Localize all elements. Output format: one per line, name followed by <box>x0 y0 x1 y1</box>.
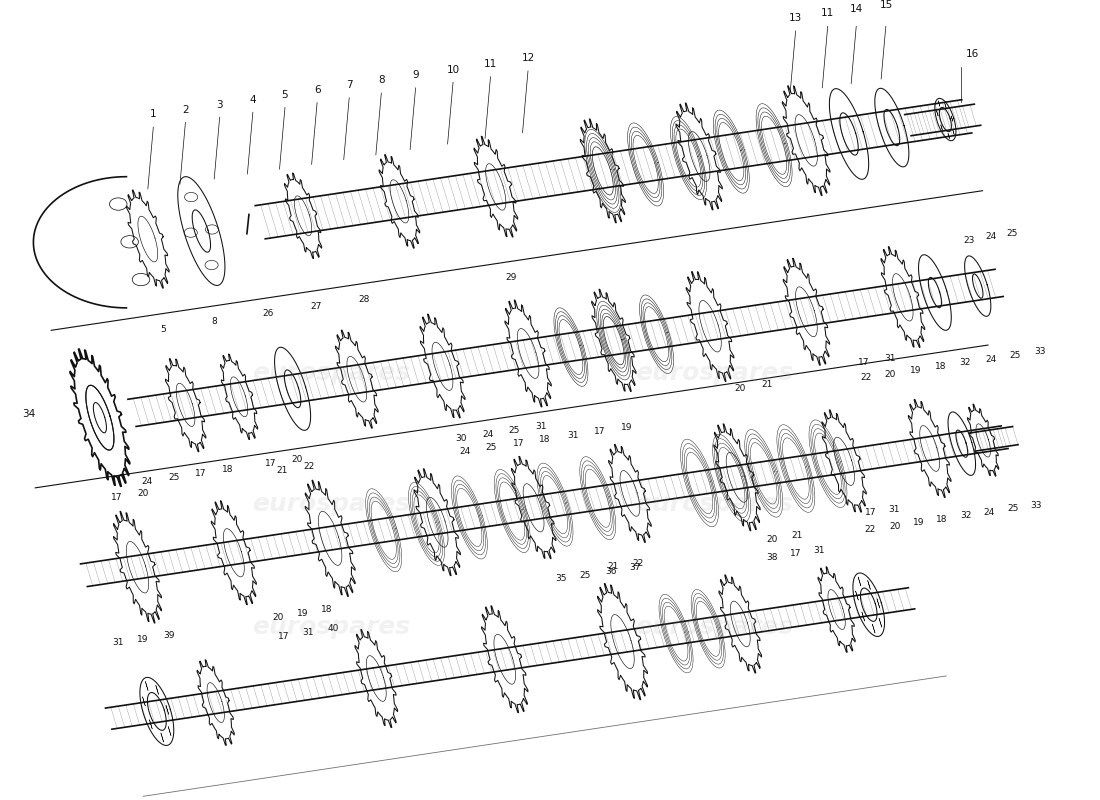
Text: 33: 33 <box>1031 501 1042 510</box>
Text: 22: 22 <box>302 462 315 471</box>
Text: 21: 21 <box>276 466 287 475</box>
Text: eurospares: eurospares <box>635 361 793 385</box>
Text: 30: 30 <box>455 434 466 443</box>
Text: 31: 31 <box>889 505 900 514</box>
Text: 24: 24 <box>983 508 994 517</box>
Text: 14: 14 <box>850 4 864 14</box>
Text: 17: 17 <box>865 508 877 517</box>
Text: 25: 25 <box>580 570 591 579</box>
Text: 20: 20 <box>767 534 778 544</box>
Text: 33: 33 <box>1034 347 1046 356</box>
Text: 8: 8 <box>211 317 217 326</box>
Text: 31: 31 <box>112 638 123 647</box>
Text: 31: 31 <box>814 546 825 554</box>
Text: 25: 25 <box>1006 504 1019 513</box>
Text: 24: 24 <box>986 232 997 242</box>
Text: 21: 21 <box>791 531 803 540</box>
Text: 35: 35 <box>554 574 566 583</box>
Text: 23: 23 <box>964 235 975 245</box>
Text: 8: 8 <box>378 75 385 86</box>
Text: 3: 3 <box>217 99 223 110</box>
Text: 20: 20 <box>735 384 746 394</box>
Text: 10: 10 <box>447 65 460 74</box>
Text: 27: 27 <box>310 302 321 311</box>
Text: 25: 25 <box>486 443 497 452</box>
Text: 25: 25 <box>168 473 179 482</box>
Text: 31: 31 <box>884 354 895 363</box>
Text: 22: 22 <box>860 374 871 382</box>
Text: 20: 20 <box>138 490 148 498</box>
Text: 29: 29 <box>505 273 516 282</box>
Text: 18: 18 <box>222 465 233 474</box>
Text: 37: 37 <box>629 563 641 572</box>
Text: 31: 31 <box>568 430 579 440</box>
Text: 36: 36 <box>605 566 617 576</box>
Text: 20: 20 <box>272 613 284 622</box>
Text: 16: 16 <box>966 50 979 59</box>
Text: 28: 28 <box>359 294 370 304</box>
Text: 19: 19 <box>136 634 149 643</box>
Text: 25: 25 <box>1010 351 1021 360</box>
Text: 19: 19 <box>910 366 922 375</box>
Text: 4: 4 <box>250 94 256 105</box>
Text: 17: 17 <box>858 358 870 366</box>
Text: 20: 20 <box>884 370 895 378</box>
Text: 11: 11 <box>821 8 835 18</box>
Text: 9: 9 <box>412 70 419 80</box>
Text: 24: 24 <box>142 477 153 486</box>
Text: 39: 39 <box>164 630 175 639</box>
Text: 31: 31 <box>302 628 313 637</box>
Text: 17: 17 <box>594 426 605 436</box>
Text: 32: 32 <box>960 511 971 520</box>
Text: eurospares: eurospares <box>635 492 793 516</box>
Text: 17: 17 <box>111 494 122 502</box>
Text: eurospares: eurospares <box>252 492 410 516</box>
Text: 19: 19 <box>620 422 632 432</box>
Text: 20: 20 <box>292 454 302 464</box>
Text: 17: 17 <box>195 469 207 478</box>
Text: 18: 18 <box>936 514 948 524</box>
Text: 7: 7 <box>345 80 352 90</box>
Text: 11: 11 <box>484 59 497 69</box>
Text: 25: 25 <box>1006 229 1018 238</box>
Text: 24: 24 <box>986 354 997 364</box>
Text: 5: 5 <box>282 90 288 100</box>
Text: 12: 12 <box>521 54 535 63</box>
Text: eurospares: eurospares <box>252 361 410 385</box>
Text: 21: 21 <box>607 562 618 571</box>
Text: 17: 17 <box>264 458 276 468</box>
Text: 40: 40 <box>327 624 339 633</box>
Text: 5: 5 <box>160 325 166 334</box>
Text: 32: 32 <box>959 358 971 367</box>
Text: 19: 19 <box>913 518 924 527</box>
Text: 24: 24 <box>459 447 471 456</box>
Text: 6: 6 <box>314 85 320 95</box>
Text: 26: 26 <box>262 309 274 318</box>
Text: 22: 22 <box>631 558 644 568</box>
Text: 18: 18 <box>935 362 946 371</box>
Text: 31: 31 <box>536 422 547 431</box>
Text: eurospares: eurospares <box>635 615 793 639</box>
Text: 2: 2 <box>183 105 189 114</box>
Text: 22: 22 <box>865 526 876 534</box>
Text: 20: 20 <box>889 522 901 530</box>
Text: 19: 19 <box>297 609 308 618</box>
Text: eurospares: eurospares <box>252 615 410 639</box>
Text: 18: 18 <box>321 606 333 614</box>
Text: 18: 18 <box>539 435 551 444</box>
Text: 13: 13 <box>789 13 802 23</box>
Text: 34: 34 <box>23 409 36 419</box>
Text: 17: 17 <box>278 631 289 641</box>
Text: 17: 17 <box>513 439 524 448</box>
Text: 25: 25 <box>508 426 520 435</box>
Text: 24: 24 <box>482 430 493 439</box>
Text: 38: 38 <box>767 553 778 562</box>
Text: 15: 15 <box>880 0 893 10</box>
Text: 17: 17 <box>790 550 802 558</box>
Text: 1: 1 <box>150 110 156 119</box>
Text: 21: 21 <box>761 380 772 390</box>
